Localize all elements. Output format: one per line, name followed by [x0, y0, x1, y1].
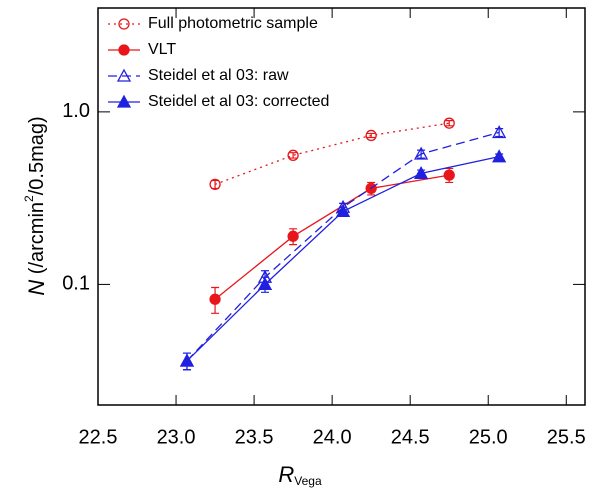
y-label-part: (/arcmin: [26, 202, 48, 280]
plot-frame: [97, 7, 586, 406]
marker: [414, 146, 429, 160]
marker: [365, 129, 377, 142]
legend-label: Steidel et al 03: raw: [148, 67, 289, 84]
marker: [443, 169, 455, 181]
marker: [443, 117, 455, 129]
y-label-part: /0.5mag): [26, 116, 48, 195]
marker: [209, 178, 221, 191]
marker: [257, 277, 273, 291]
legend-marker: [116, 94, 132, 108]
series-line: [186, 131, 500, 362]
legend-marker: [118, 18, 130, 30]
x-tick-label: 23.5: [235, 426, 274, 448]
error-bar: [417, 149, 426, 159]
marker: [492, 125, 507, 139]
y-axis-label: N (/arcmin2/0.5mag): [22, 116, 49, 295]
y-label-sup: 2: [22, 195, 36, 202]
marker: [179, 353, 195, 367]
y-tick-label: 1.0: [62, 100, 90, 122]
marker: [492, 149, 507, 163]
marker: [287, 149, 299, 161]
x-tick-label: 25.0: [469, 426, 508, 448]
x-tick-label: 22.5: [79, 426, 118, 448]
marker: [335, 204, 351, 218]
legend-label: VLT: [148, 41, 176, 58]
y-label-main: N: [24, 280, 49, 296]
error-bar: [367, 132, 376, 139]
x-label-sub: Vega: [294, 474, 322, 488]
marker: [209, 293, 221, 305]
error-bar: [445, 120, 454, 127]
series-line: [186, 156, 500, 362]
legend-label: Full photometric sample: [148, 15, 318, 32]
series-line: [214, 122, 450, 185]
x-label-main: R: [278, 462, 294, 487]
x-axis-label: RVega: [278, 462, 322, 488]
x-tick-label: 24.0: [313, 426, 352, 448]
series-line: [214, 174, 450, 300]
x-tick-label: 23.0: [157, 426, 196, 448]
legend-marker: [118, 44, 130, 56]
x-tick-label: 25.5: [547, 426, 586, 448]
legend-marker: [116, 68, 132, 82]
error-bar: [211, 179, 220, 190]
x-tick-label: 24.5: [391, 426, 430, 448]
legend-label: Steidel et al 03: corrected: [148, 93, 329, 110]
error-bar: [289, 152, 298, 159]
y-tick-label: 0.1: [62, 273, 90, 295]
error-bar: [495, 127, 504, 138]
marker: [287, 230, 299, 242]
marker: [414, 166, 429, 180]
